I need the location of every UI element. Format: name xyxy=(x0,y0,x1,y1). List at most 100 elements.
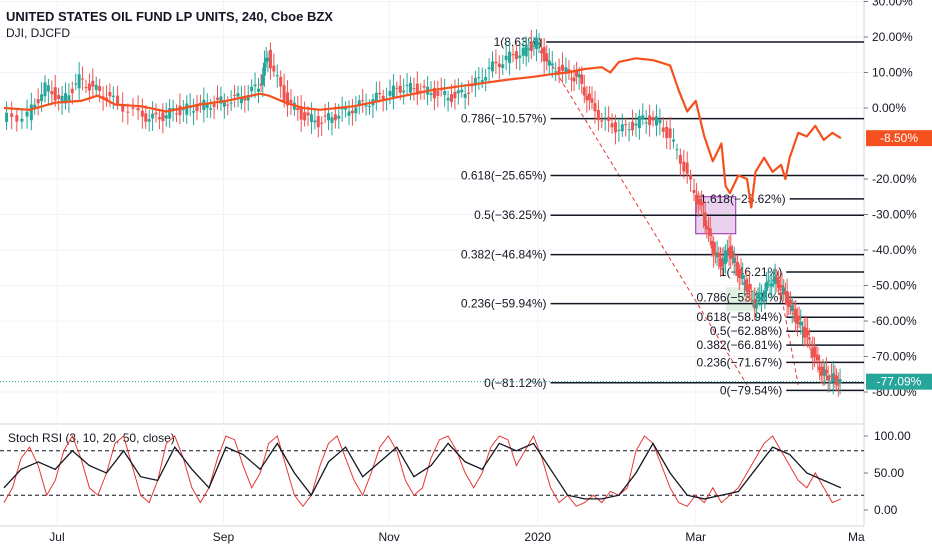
candle-body-4-2 xyxy=(70,88,74,94)
projection-line-main xyxy=(537,41,748,386)
candle-body-34-0 xyxy=(567,69,571,72)
time-axis[interactable]: Jul Sep Nov 2020 Mar Ma xyxy=(49,530,865,544)
candle-body-40-3 xyxy=(672,139,676,142)
candle-body-54-1 xyxy=(799,321,803,326)
candle-body-12-2 xyxy=(216,97,219,100)
candle-body-14-0 xyxy=(243,97,247,101)
candle-body-9-3 xyxy=(168,108,172,119)
candle-body-21-3 xyxy=(364,105,368,107)
candle-body-27-2 xyxy=(463,93,467,98)
candle-body-5-1 xyxy=(84,87,88,89)
candle-body-32-3 xyxy=(545,53,549,62)
candle-body-36-0 xyxy=(593,103,597,112)
candle-body-23-3 xyxy=(398,85,402,93)
candle-body-35-1 xyxy=(582,87,586,96)
candle-body-43-0 xyxy=(703,212,707,227)
candle-body-13-4 xyxy=(239,98,243,104)
candle-body-39-3 xyxy=(654,116,658,126)
candle-body-50-3 xyxy=(768,284,772,286)
candle-body-3-3 xyxy=(57,95,61,99)
candle-body-54-0 xyxy=(797,315,801,321)
candle-body-44-3 xyxy=(717,252,721,258)
candle-body-51-1 xyxy=(773,276,777,284)
candle-body-38-0 xyxy=(627,129,631,131)
fib-secondary-label-7: 0(−79.54%) xyxy=(720,383,782,397)
candle-body-54-3 xyxy=(802,326,806,338)
candle-body-2-1 xyxy=(33,104,37,108)
candle-body-44-2 xyxy=(715,252,719,258)
candle-body-30-4 xyxy=(521,47,525,56)
candle-body-6-3 xyxy=(108,91,112,97)
candle-body-34-3 xyxy=(575,71,579,77)
candle-body-35-2 xyxy=(585,95,589,101)
price-tick-label-6: -40.00% xyxy=(872,243,917,257)
candle-body-46-1 xyxy=(730,250,734,258)
candle-body-19-1 xyxy=(323,115,327,117)
candle-body-46-3 xyxy=(734,264,738,266)
candle-body-41-1 xyxy=(682,161,686,172)
candle-body-34-4 xyxy=(577,74,581,78)
candle-body-16-3 xyxy=(279,76,283,87)
candle-body-34-2 xyxy=(572,77,576,82)
candle-body-13-1 xyxy=(229,102,233,104)
candle-body-41-2 xyxy=(685,162,689,174)
candle-body-28-1 xyxy=(477,77,481,79)
candle-body-8-4 xyxy=(154,112,158,115)
candle-body-45-1 xyxy=(722,258,726,262)
candle-body-45-0 xyxy=(720,258,724,267)
candle-body-41-3 xyxy=(689,174,693,180)
candle-body-27-3 xyxy=(467,92,471,94)
candle-body-16-4 xyxy=(282,85,286,102)
candle-body-13-2 xyxy=(233,94,237,96)
candle-body-42-1 xyxy=(696,202,700,205)
dji-last-value-badge xyxy=(866,130,932,147)
candle-body-58-0 xyxy=(831,373,835,383)
candle-body-44-1 xyxy=(713,253,717,255)
candle-body-51-4 xyxy=(778,288,782,291)
candle-body-18-4 xyxy=(316,116,320,128)
candle-body-50-0 xyxy=(763,290,767,298)
candle-body-55-3 xyxy=(811,348,815,358)
candle-body-20-3 xyxy=(347,111,351,116)
candle-body-35-0 xyxy=(580,74,584,84)
fib-levels[interactable]: 1(8.63%)0.786(−10.57%)0.618(−25.65%)0.5(… xyxy=(461,35,864,397)
candle-body-31-2 xyxy=(529,42,533,51)
stoch-rsi-panel[interactable]: Stoch RSI (3, 10, 20, 50, close) 100.00 50… xyxy=(0,429,911,517)
candle-body-4-1 xyxy=(67,95,71,102)
stoch-series-d xyxy=(3,442,842,500)
candle-body-12-3 xyxy=(219,96,223,104)
stoch-tick-label-0: 100.00 xyxy=(874,429,911,443)
candle-body-15-4 xyxy=(266,57,270,61)
candle-body-28-3 xyxy=(484,77,488,81)
candle-body-28-0 xyxy=(473,77,477,86)
candle-body-32-1 xyxy=(540,50,544,54)
candle-body-20-0 xyxy=(337,115,341,119)
candle-body-14-3 xyxy=(253,84,257,87)
candle-body-29-4 xyxy=(504,55,508,61)
candle-body-47-2 xyxy=(741,274,745,279)
candle-body-35-3 xyxy=(587,93,591,100)
candle-body-58-4 xyxy=(838,379,842,384)
candle-body-33-4 xyxy=(564,67,568,74)
candle-body-45-3 xyxy=(725,250,729,255)
candle-body-9-0 xyxy=(157,117,161,120)
candle-body-15-3 xyxy=(264,57,268,63)
candle-body-52-0 xyxy=(780,285,784,288)
price-tick-label-1: 20.00% xyxy=(872,30,913,44)
candle-body-11-0 xyxy=(192,111,196,113)
fib-secondary-label-3: 0.618(−58.94%) xyxy=(697,310,783,324)
candle-body-2-4 xyxy=(43,82,47,97)
candle-body-30-1 xyxy=(511,54,515,56)
candle-body-46-4 xyxy=(736,261,740,276)
time-tick-label-2: Nov xyxy=(378,530,399,544)
candle-body-50-2 xyxy=(766,280,770,282)
candle-body-23-4 xyxy=(402,90,406,93)
candle-body-7-2 xyxy=(126,111,130,113)
fib-primary-label-5: 0.236(−59.94%) xyxy=(461,297,547,311)
candle-body-37-3 xyxy=(620,124,624,132)
candle-body-48-2 xyxy=(749,290,753,292)
candle-body-2-0 xyxy=(29,104,33,121)
candle-body-25-2 xyxy=(429,93,433,96)
candle-body-54-2 xyxy=(800,330,804,332)
